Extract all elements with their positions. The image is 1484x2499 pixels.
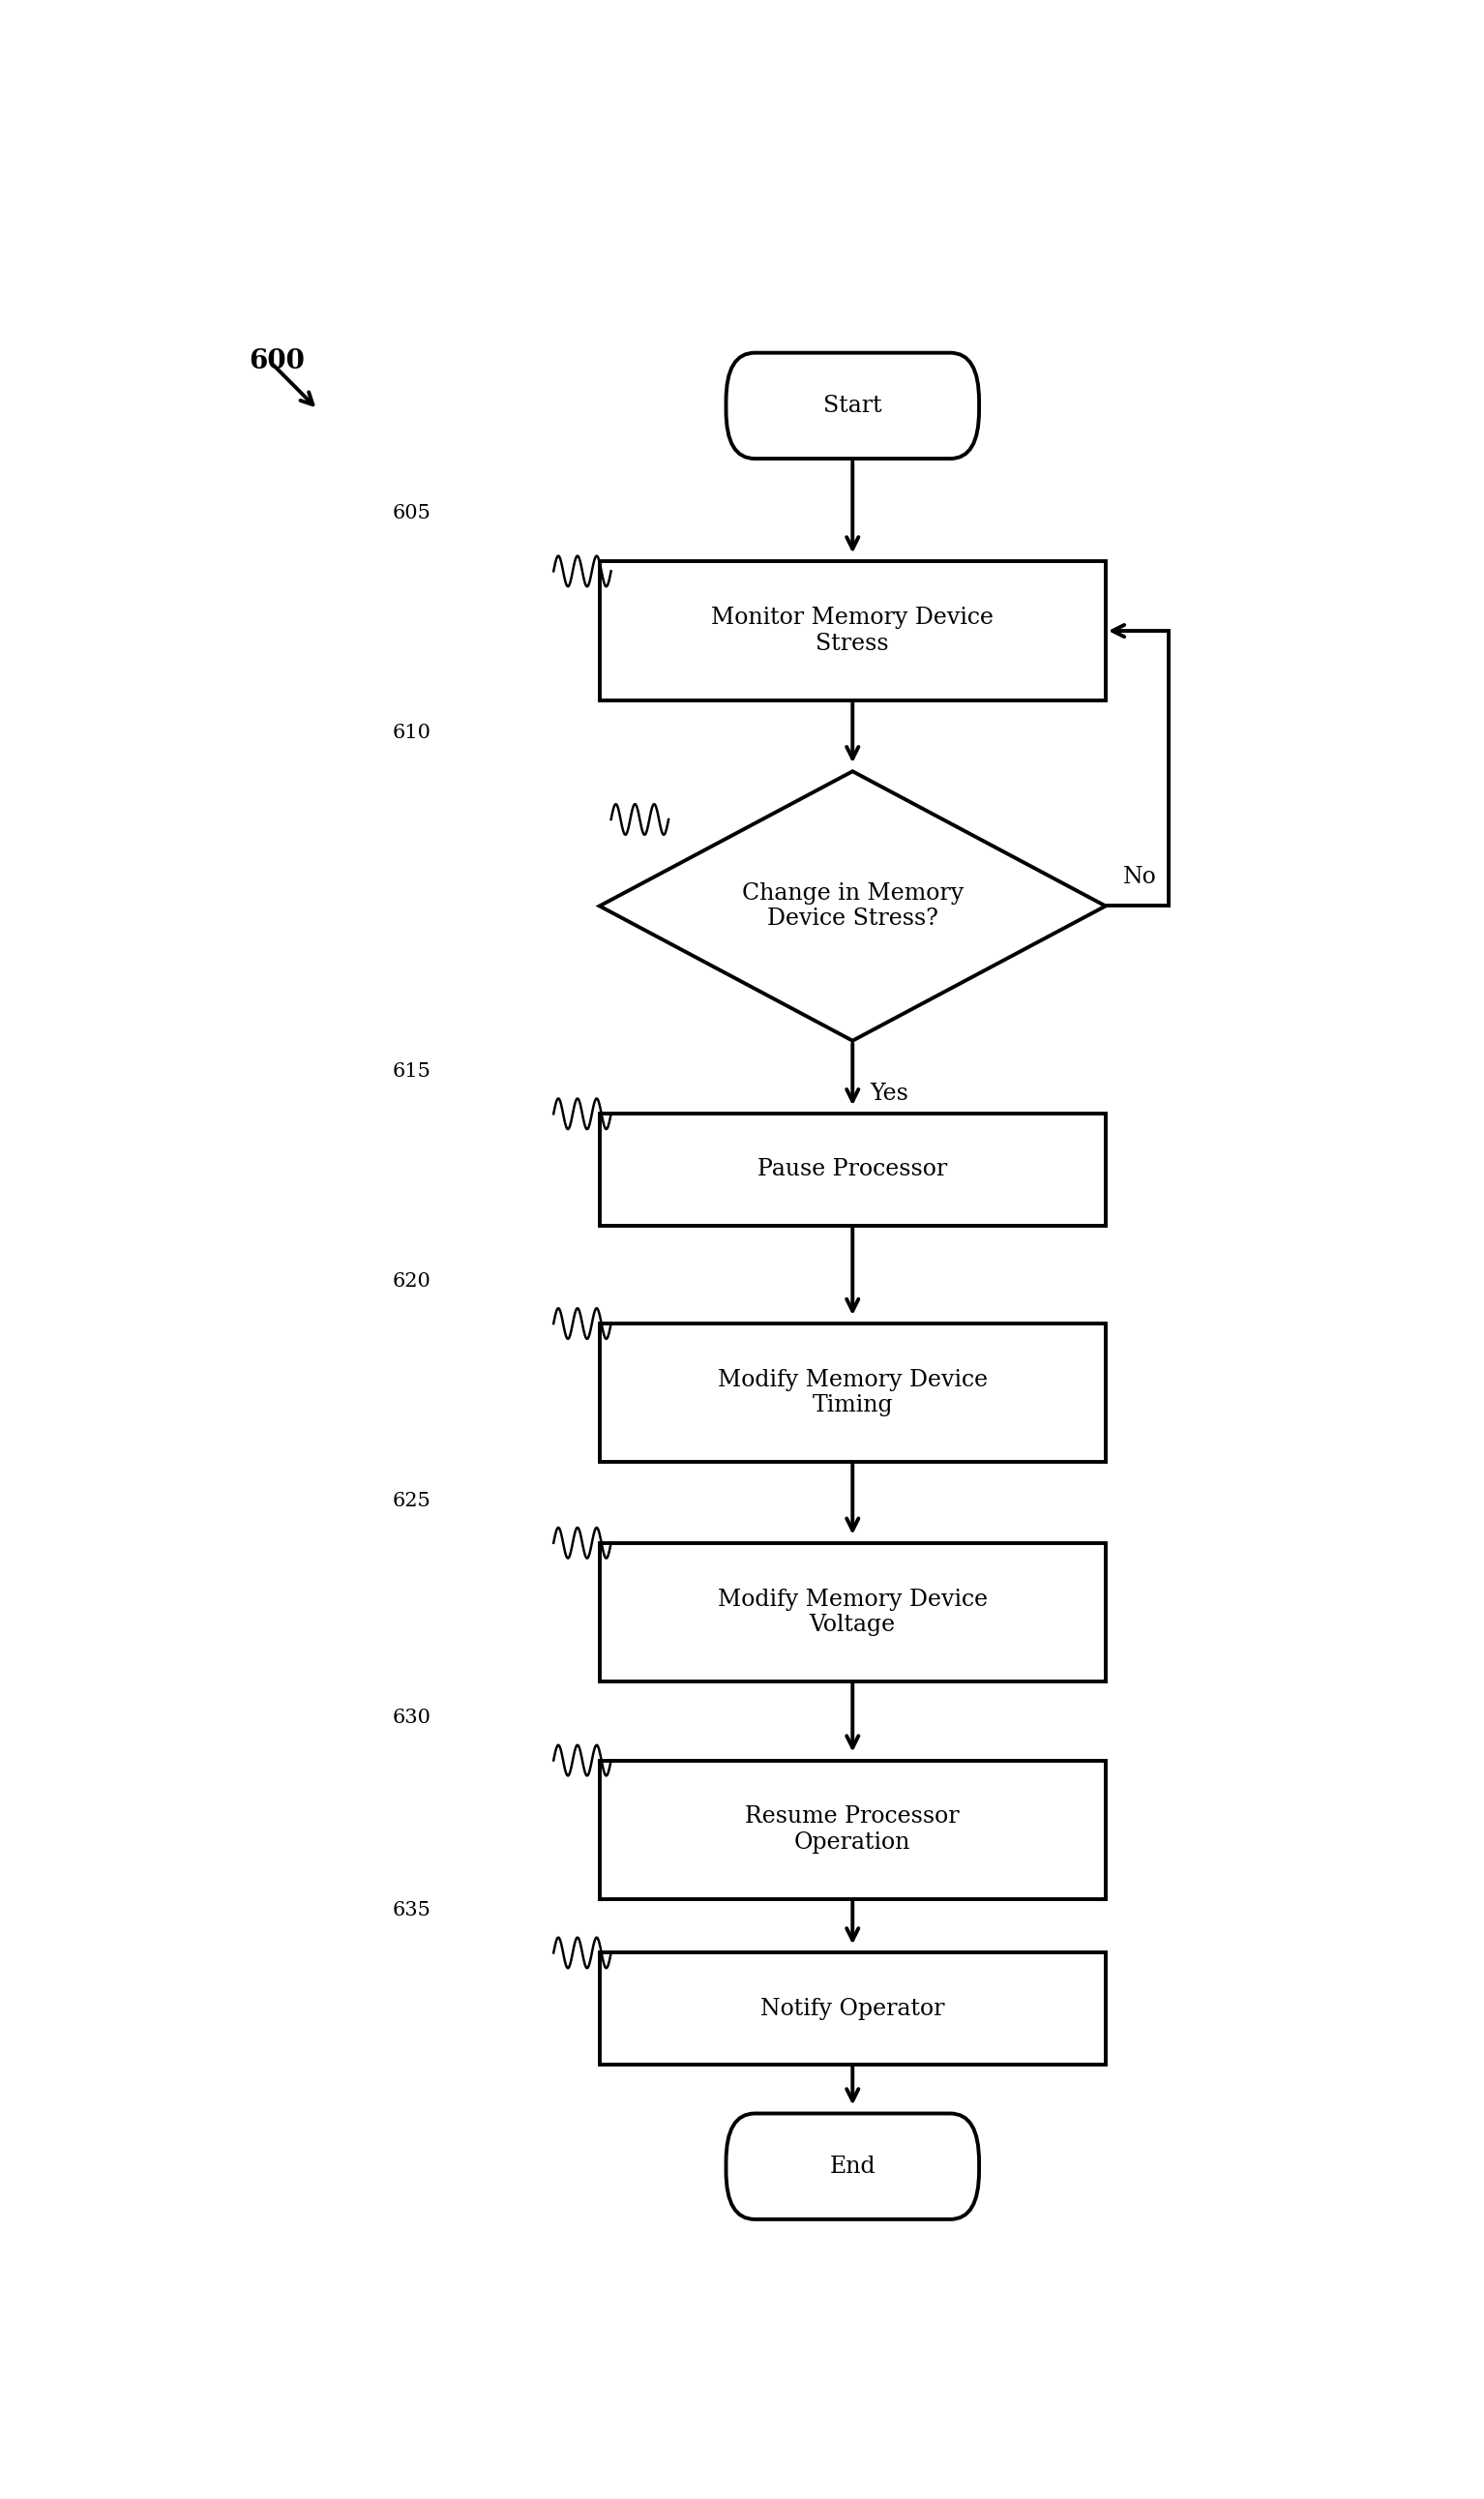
Bar	[600, 1952, 1106, 2064]
Text: 620: 620	[392, 1272, 430, 1289]
Text: 600: 600	[249, 347, 304, 375]
Text: Modify Memory Device
Voltage: Modify Memory Device Voltage	[718, 1589, 987, 1637]
Text: Yes: Yes	[870, 1082, 908, 1105]
Bar	[600, 1542, 1106, 1682]
Text: Start: Start	[824, 395, 881, 417]
Text: Change in Memory
Device Stress?: Change in Memory Device Stress?	[742, 882, 963, 930]
Text: 630: 630	[392, 1709, 432, 1727]
Text: 625: 625	[392, 1492, 430, 1509]
Text: Modify Memory Device
Timing: Modify Memory Device Timing	[718, 1369, 987, 1417]
Text: Pause Processor: Pause Processor	[758, 1160, 947, 1180]
Bar	[600, 1759, 1106, 1899]
Text: Notify Operator: Notify Operator	[760, 1997, 945, 2019]
FancyBboxPatch shape	[726, 2114, 979, 2219]
Polygon shape	[600, 772, 1106, 1040]
Text: Monitor Memory Device
Stress: Monitor Memory Device Stress	[711, 607, 994, 655]
Text: 605: 605	[392, 505, 430, 522]
Text: End: End	[830, 2154, 876, 2177]
Text: 610: 610	[392, 725, 432, 742]
Text: No: No	[1123, 867, 1156, 887]
FancyBboxPatch shape	[726, 352, 979, 460]
Bar	[600, 1324, 1106, 1462]
Bar	[600, 1115, 1106, 1225]
Bar	[600, 562, 1106, 700]
Text: 635: 635	[392, 1902, 430, 1919]
Text: Resume Processor
Operation: Resume Processor Operation	[745, 1807, 960, 1854]
Text: 615: 615	[392, 1062, 430, 1080]
